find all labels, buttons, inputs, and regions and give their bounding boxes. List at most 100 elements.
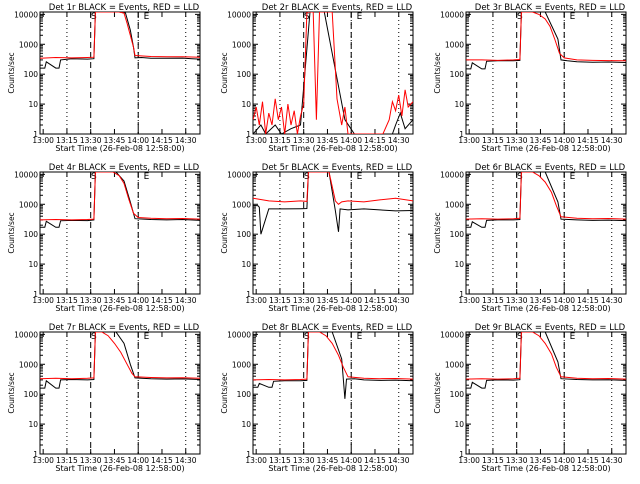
x-tick-label: 14:00 [127, 456, 149, 465]
x-tick-label: 13:15 [56, 136, 78, 145]
start-marker: S [517, 172, 523, 182]
y-tick-label: 100 [237, 70, 252, 79]
x-tick-label: 14:00 [553, 296, 575, 305]
series-events [466, 332, 626, 389]
y-tick-label: 100 [24, 230, 39, 239]
x-tick-label: 14:00 [127, 136, 149, 145]
plot-frame [252, 11, 414, 135]
plot-frame [39, 331, 201, 455]
x-tick-label: 14:30 [601, 136, 623, 145]
end-marker: E [144, 172, 150, 182]
x-axis-label: Start Time (26-Feb-08 12:58:00) [481, 144, 610, 153]
x-tick-label: 14:30 [388, 456, 410, 465]
series-lld [40, 12, 200, 59]
y-tick-label: 10000 [227, 170, 251, 179]
y-tick-label: 100 [237, 390, 252, 399]
x-tick-label: 14:15 [364, 456, 386, 465]
x-tick-label: 13:30 [293, 296, 315, 305]
y-tick-label: 10000 [440, 10, 464, 19]
y-tick-label: 100 [24, 390, 39, 399]
x-tick-label: 13:00 [245, 456, 267, 465]
x-tick-label: 14:00 [553, 456, 575, 465]
y-tick-label: 100 [24, 70, 39, 79]
y-tick-label: 10 [28, 420, 38, 429]
y-axis-label: Counts/sec [433, 212, 442, 253]
x-tick-label: 14:15 [577, 456, 599, 465]
x-tick-label: 13:30 [506, 296, 528, 305]
end-marker: E [570, 12, 576, 22]
y-tick-label: 1000 [445, 200, 464, 209]
panel-title: Det 2r BLACK = Events, RED = LLD [262, 3, 413, 13]
start-marker: S [304, 332, 310, 342]
start-marker: S [91, 12, 97, 22]
panel-7: Det 7r BLACK = Events, RED = LLD 1 10 100 10… [7, 323, 201, 473]
x-tick-label: 13:30 [80, 136, 102, 145]
x-tick-label: 14:15 [151, 296, 173, 305]
series-lld [253, 172, 413, 205]
y-tick-label: 10 [28, 100, 38, 109]
series-lld [40, 172, 200, 221]
y-axis-label: Counts/sec [7, 52, 16, 93]
y-tick-label: 100 [450, 230, 465, 239]
y-tick-label: 10 [241, 420, 251, 429]
start-marker: S [91, 332, 97, 342]
end-marker: E [570, 332, 576, 342]
panel-title: Det 4r BLACK = Events, RED = LLD [49, 163, 200, 173]
x-tick-label: 14:15 [151, 136, 173, 145]
x-tick-label: 14:00 [553, 136, 575, 145]
x-tick-label: 13:00 [32, 136, 54, 145]
x-tick-label: 13:00 [458, 456, 480, 465]
x-axis-label: Start Time (26-Feb-08 12:58:00) [268, 304, 397, 313]
x-tick-label: 13:45 [317, 296, 339, 305]
x-tick-label: 14:00 [340, 296, 362, 305]
y-tick-label: 1000 [19, 200, 38, 209]
x-tick-label: 13:00 [245, 136, 267, 145]
y-tick-label: 1 [459, 130, 464, 139]
x-tick-label: 13:00 [458, 136, 480, 145]
x-tick-label: 13:45 [104, 136, 126, 145]
y-tick-label: 1000 [19, 40, 38, 49]
x-tick-label: 14:15 [364, 136, 386, 145]
panel-title: Det 7r BLACK = Events, RED = LLD [49, 323, 200, 333]
panel-title: Det 5r BLACK = Events, RED = LLD [262, 163, 413, 173]
x-tick-label: 13:15 [269, 456, 291, 465]
series-events [253, 172, 413, 235]
x-tick-label: 13:45 [317, 136, 339, 145]
plot-frame [465, 11, 627, 135]
x-tick-label: 14:15 [577, 296, 599, 305]
panel-5: Det 5r BLACK = Events, RED = LLD 1 10 100 10… [220, 163, 414, 313]
series-lld [40, 332, 200, 380]
y-tick-label: 10 [454, 100, 464, 109]
series-lld [466, 332, 626, 380]
panel-title: Det 9r BLACK = Events, RED = LLD [475, 323, 626, 333]
y-axis-label: Counts/sec [7, 372, 16, 413]
series-lld [253, 332, 413, 381]
y-tick-label: 10000 [440, 330, 464, 339]
plot-frame [252, 331, 414, 455]
panel-title: Det 6r BLACK = Events, RED = LLD [475, 163, 626, 173]
series-events [40, 12, 200, 69]
series-events [253, 332, 413, 399]
start-marker: S [517, 12, 523, 22]
y-axis-label: Counts/sec [220, 212, 229, 253]
y-tick-label: 10 [241, 100, 251, 109]
x-tick-label: 13:15 [56, 456, 78, 465]
x-tick-label: 13:15 [269, 136, 291, 145]
x-tick-label: 14:30 [601, 296, 623, 305]
y-tick-label: 1000 [445, 360, 464, 369]
plot-frame [39, 11, 201, 135]
panel-4: Det 4r BLACK = Events, RED = LLD 1 10 100 10… [7, 163, 201, 313]
y-tick-label: 10000 [227, 10, 251, 19]
x-tick-label: 13:30 [80, 456, 102, 465]
y-tick-label: 10000 [14, 10, 38, 19]
x-tick-label: 13:30 [506, 136, 528, 145]
panel-title: Det 1r BLACK = Events, RED = LLD [49, 3, 200, 13]
end-marker: E [144, 12, 150, 22]
y-tick-label: 1 [246, 450, 251, 459]
y-tick-label: 10 [454, 260, 464, 269]
y-tick-label: 1000 [19, 360, 38, 369]
y-tick-label: 1000 [232, 360, 251, 369]
panel-6: Det 6r BLACK = Events, RED = LLD 1 10 100 10… [433, 163, 627, 313]
